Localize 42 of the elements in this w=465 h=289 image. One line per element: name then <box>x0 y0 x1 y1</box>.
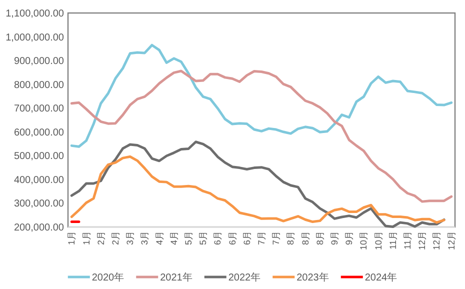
x-tick-label: 4月 <box>154 231 164 246</box>
x-tick-label: 7月 <box>271 231 282 246</box>
x-tick-label: 12月 <box>446 231 456 250</box>
legend-label: 2020年 <box>92 272 124 284</box>
x-tick-label: 5月 <box>198 231 208 246</box>
x-tick-label: 8月 <box>300 231 310 246</box>
x-tick-label: 8月 <box>286 231 296 246</box>
y-tick-label: 200,000.00 <box>14 222 64 234</box>
legend-label: 2023年 <box>296 272 329 284</box>
x-tick-label: 11月 <box>402 231 413 250</box>
x-tick-label: 11月 <box>388 231 398 250</box>
x-tick-label: 9月 <box>330 231 340 246</box>
y-tick-label: 500,000.00 <box>14 151 64 162</box>
x-tick-label: 8月 <box>314 231 325 246</box>
x-tick-label: 3月 <box>125 231 136 246</box>
y-tick-label: 900,000.00 <box>14 56 64 68</box>
x-tick-label: 4月 <box>168 231 179 246</box>
y-tick-label: 600,000.00 <box>14 127 64 138</box>
legend-label: 2024年 <box>364 272 398 284</box>
x-tick-label: 2月 <box>96 231 106 246</box>
legend-label: 2021年 <box>160 272 192 284</box>
x-tick-label: 5月 <box>183 231 194 246</box>
x-tick-label: 7月 <box>256 231 266 246</box>
y-tick-label: 1,100,000.00 <box>6 8 64 20</box>
x-tick-label: 10月 <box>373 231 384 250</box>
y-tick-label: 1,000,000.00 <box>6 32 64 44</box>
x-tick-label: 12月 <box>432 231 442 250</box>
x-tick-label: 1月 <box>81 231 92 246</box>
x-tick-label: 3月 <box>140 231 150 246</box>
x-tick-label: 2月 <box>110 231 120 246</box>
x-tick-label: 10月 <box>358 231 369 250</box>
x-tick-label: 1月 <box>66 231 77 246</box>
x-tick-label: 9月 <box>344 231 354 246</box>
y-tick-label: 400,000.00 <box>14 174 64 186</box>
x-tick-label: 6月 <box>212 231 223 246</box>
legend-label: 2022年 <box>228 272 261 284</box>
y-tick-label: 800,000.00 <box>14 80 64 91</box>
x-tick-label: 6月 <box>227 231 238 246</box>
y-tick-label: 700,000.00 <box>14 104 64 115</box>
x-tick-label: 6月 <box>242 231 252 246</box>
x-tick-label: 12月 <box>417 231 428 250</box>
y-tick-label: 300,000.00 <box>14 198 64 210</box>
